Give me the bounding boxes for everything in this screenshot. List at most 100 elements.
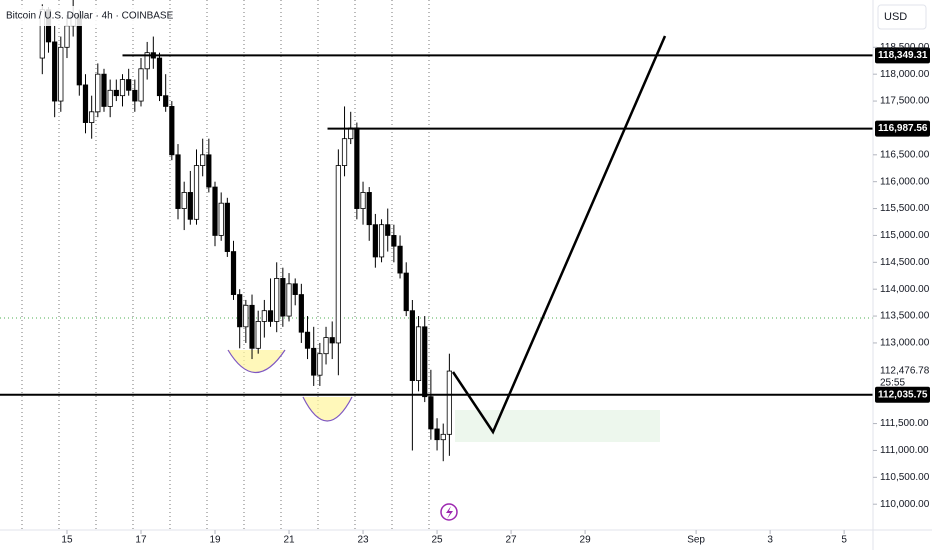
- currency: USD: [884, 11, 907, 23]
- arc: [302, 396, 353, 422]
- candle-body: [298, 294, 304, 333]
- candle-body: [360, 192, 366, 209]
- candle-body: [311, 347, 317, 376]
- y-tick-label: 110,000.00: [880, 499, 930, 510]
- target-zone: [455, 410, 660, 442]
- candle-body: [52, 41, 58, 102]
- x-tick-label: 29: [580, 535, 592, 546]
- y-tick-label: 115,000.00: [880, 230, 930, 241]
- y-tick-label: 115,500.00: [880, 203, 930, 214]
- candle-body: [378, 224, 385, 258]
- x-tick-label: 19: [209, 535, 221, 546]
- candle-body: [119, 79, 126, 97]
- currency-box: [877, 4, 927, 30]
- candle-body: [138, 68, 144, 102]
- candle-body: [163, 95, 169, 107]
- candle-body: [385, 224, 391, 236]
- candle-body: [132, 89, 138, 102]
- candle-body: [304, 331, 311, 349]
- chart-title: Bitcoin / U.S. Dollar · 4h · COINBASE: [6, 11, 174, 22]
- candle-body: [354, 127, 360, 209]
- candle-body: [274, 278, 280, 322]
- candle-body: [397, 245, 403, 274]
- candle-body: [267, 310, 274, 322]
- y-tick-label: 111,500.00: [880, 418, 929, 429]
- level-label-bg: [875, 120, 930, 137]
- projection: [451, 35, 667, 435]
- x-tick-label: 15: [61, 535, 73, 546]
- y-tick-label: 113,500.00: [880, 311, 930, 322]
- last-price: 112,476.78: [880, 366, 930, 377]
- level-label-bg: [875, 47, 930, 64]
- candle-body: [434, 428, 440, 441]
- arc: [227, 349, 286, 374]
- candle-body: [409, 310, 415, 381]
- candle-body: [64, 25, 70, 48]
- candle-body: [255, 321, 261, 349]
- candles: [39, 0, 452, 462]
- candle-body: [329, 337, 335, 344]
- candle-body: [249, 304, 255, 349]
- level-label: 112,035.75: [878, 389, 928, 400]
- candle-body: [212, 186, 218, 236]
- candle-body: [193, 165, 200, 220]
- title-bg: [0, 6, 160, 26]
- candle-body: [107, 89, 113, 107]
- candle-body: [415, 326, 422, 381]
- y-tick-label: 110,500.00: [880, 472, 930, 483]
- candle-body: [89, 111, 95, 123]
- x-tick-label: Sep: [687, 535, 705, 546]
- candle-body: [323, 337, 329, 355]
- y-tick-label: 116,500.00: [880, 149, 930, 160]
- candle-body: [169, 106, 175, 156]
- candle-body: [101, 73, 107, 107]
- y-tick-label: 113,000.00: [880, 338, 930, 349]
- candle-body: [335, 165, 341, 344]
- x-tick-label: 21: [283, 535, 295, 546]
- candle-body: [440, 433, 446, 441]
- y-tick-label: 114,000.00: [880, 284, 930, 295]
- axes: 110,000.00 110,500.00 111,000.00 111,500.00…: [61, 42, 929, 546]
- candle-body: [175, 154, 181, 209]
- candle-body: [95, 73, 101, 113]
- candle-body: [372, 224, 378, 258]
- level-label-bg: [875, 386, 930, 403]
- candle-body: [292, 283, 298, 295]
- levels: 118,349.31 116,987.56 112,035.75: [0, 47, 930, 403]
- candle-body: [366, 192, 372, 226]
- y-tick-label: 114,500.00: [880, 257, 930, 268]
- candle-body: [224, 202, 230, 252]
- x-tick-label: 17: [135, 535, 147, 546]
- y-tick-label: 111,000.00: [880, 445, 929, 456]
- candle-body: [446, 370, 452, 435]
- countdown: 25:55: [880, 378, 905, 389]
- x-tick-label: 3: [767, 535, 773, 546]
- candle-body: [428, 396, 434, 430]
- x-tick-label: 27: [506, 535, 518, 546]
- candle-body: [58, 46, 64, 102]
- candle-body: [280, 278, 286, 317]
- event-bolt: [446, 506, 453, 519]
- candle-body: [113, 89, 119, 97]
- candle-body: [206, 154, 212, 188]
- candle-body: [82, 84, 89, 123]
- candle-body: [187, 192, 193, 220]
- x-tick-label: 25: [431, 535, 443, 546]
- candle-body: [126, 79, 132, 91]
- candle-body: [286, 283, 292, 317]
- candle-body: [261, 310, 267, 322]
- candle-body: [218, 202, 224, 236]
- candle-body: [422, 326, 428, 398]
- candle-body: [317, 353, 323, 376]
- candle-body: [144, 52, 150, 70]
- candle-body: [403, 272, 409, 312]
- y-tick-label: 116,000.00: [880, 176, 930, 187]
- candle-body: [200, 154, 206, 166]
- y-tick-label: 118,000.00: [880, 69, 930, 80]
- x-tick-label: 23: [357, 535, 369, 546]
- y-tick-label: 117,500.00: [880, 96, 930, 107]
- x-tick-label: 5: [841, 535, 847, 546]
